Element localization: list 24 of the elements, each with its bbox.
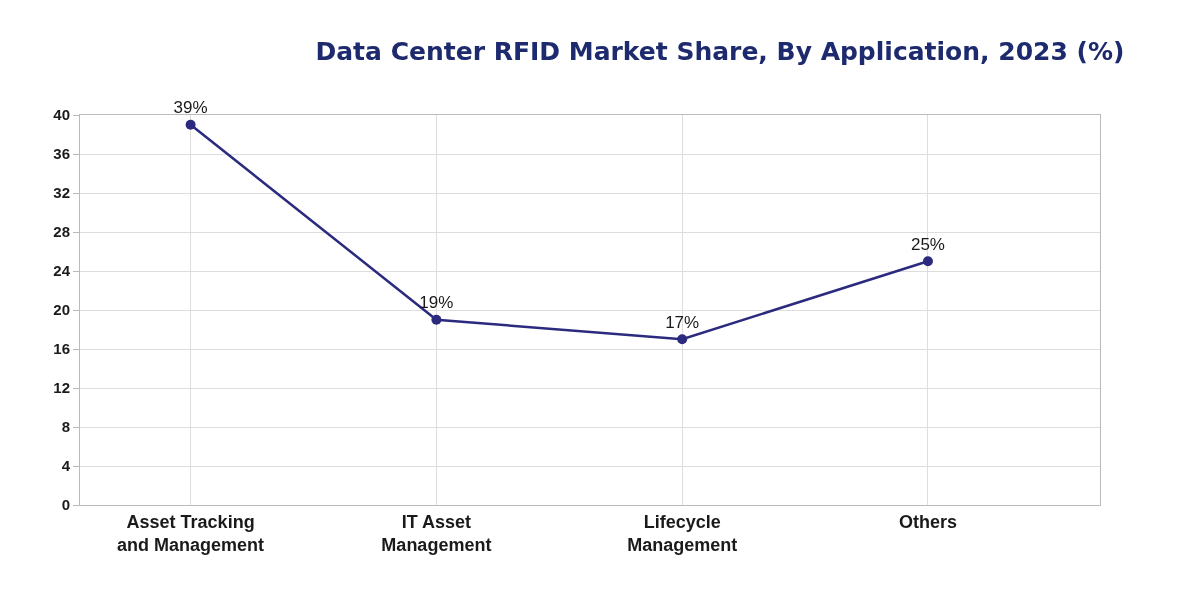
point: [431, 314, 442, 325]
y-tick-label: 0: [61, 496, 70, 514]
x-tick-label: Lifecycle Management: [627, 511, 738, 555]
data-label: 19%: [419, 293, 454, 313]
y-tick-label: 20: [53, 301, 70, 319]
point: [922, 256, 933, 267]
x-tick-label: Others: [898, 511, 957, 532]
y-tick-label: 16: [53, 340, 70, 358]
y-tick-label: 4: [61, 457, 71, 475]
x-tick-label: Asset Tracking and Management: [117, 511, 265, 555]
y-tick-label: 40: [53, 106, 70, 124]
y-tick-label: 24: [53, 262, 71, 280]
point: [185, 119, 196, 130]
chart-title: Data Center RFID Market Share, By Application, 2023 (%): [315, 36, 1125, 66]
y-tick-label: 32: [53, 184, 70, 202]
y-tick-label: 28: [53, 223, 70, 241]
data-label: 39%: [173, 98, 208, 118]
x-tick-label: IT Asset Management: [381, 511, 492, 555]
y-tick-label: 8: [61, 418, 70, 436]
y-tick-label: 12: [53, 379, 70, 397]
data-label: 17%: [665, 312, 700, 332]
y-tick-label: 36: [53, 145, 70, 163]
point: [677, 334, 688, 345]
data-label: 25%: [910, 234, 945, 254]
